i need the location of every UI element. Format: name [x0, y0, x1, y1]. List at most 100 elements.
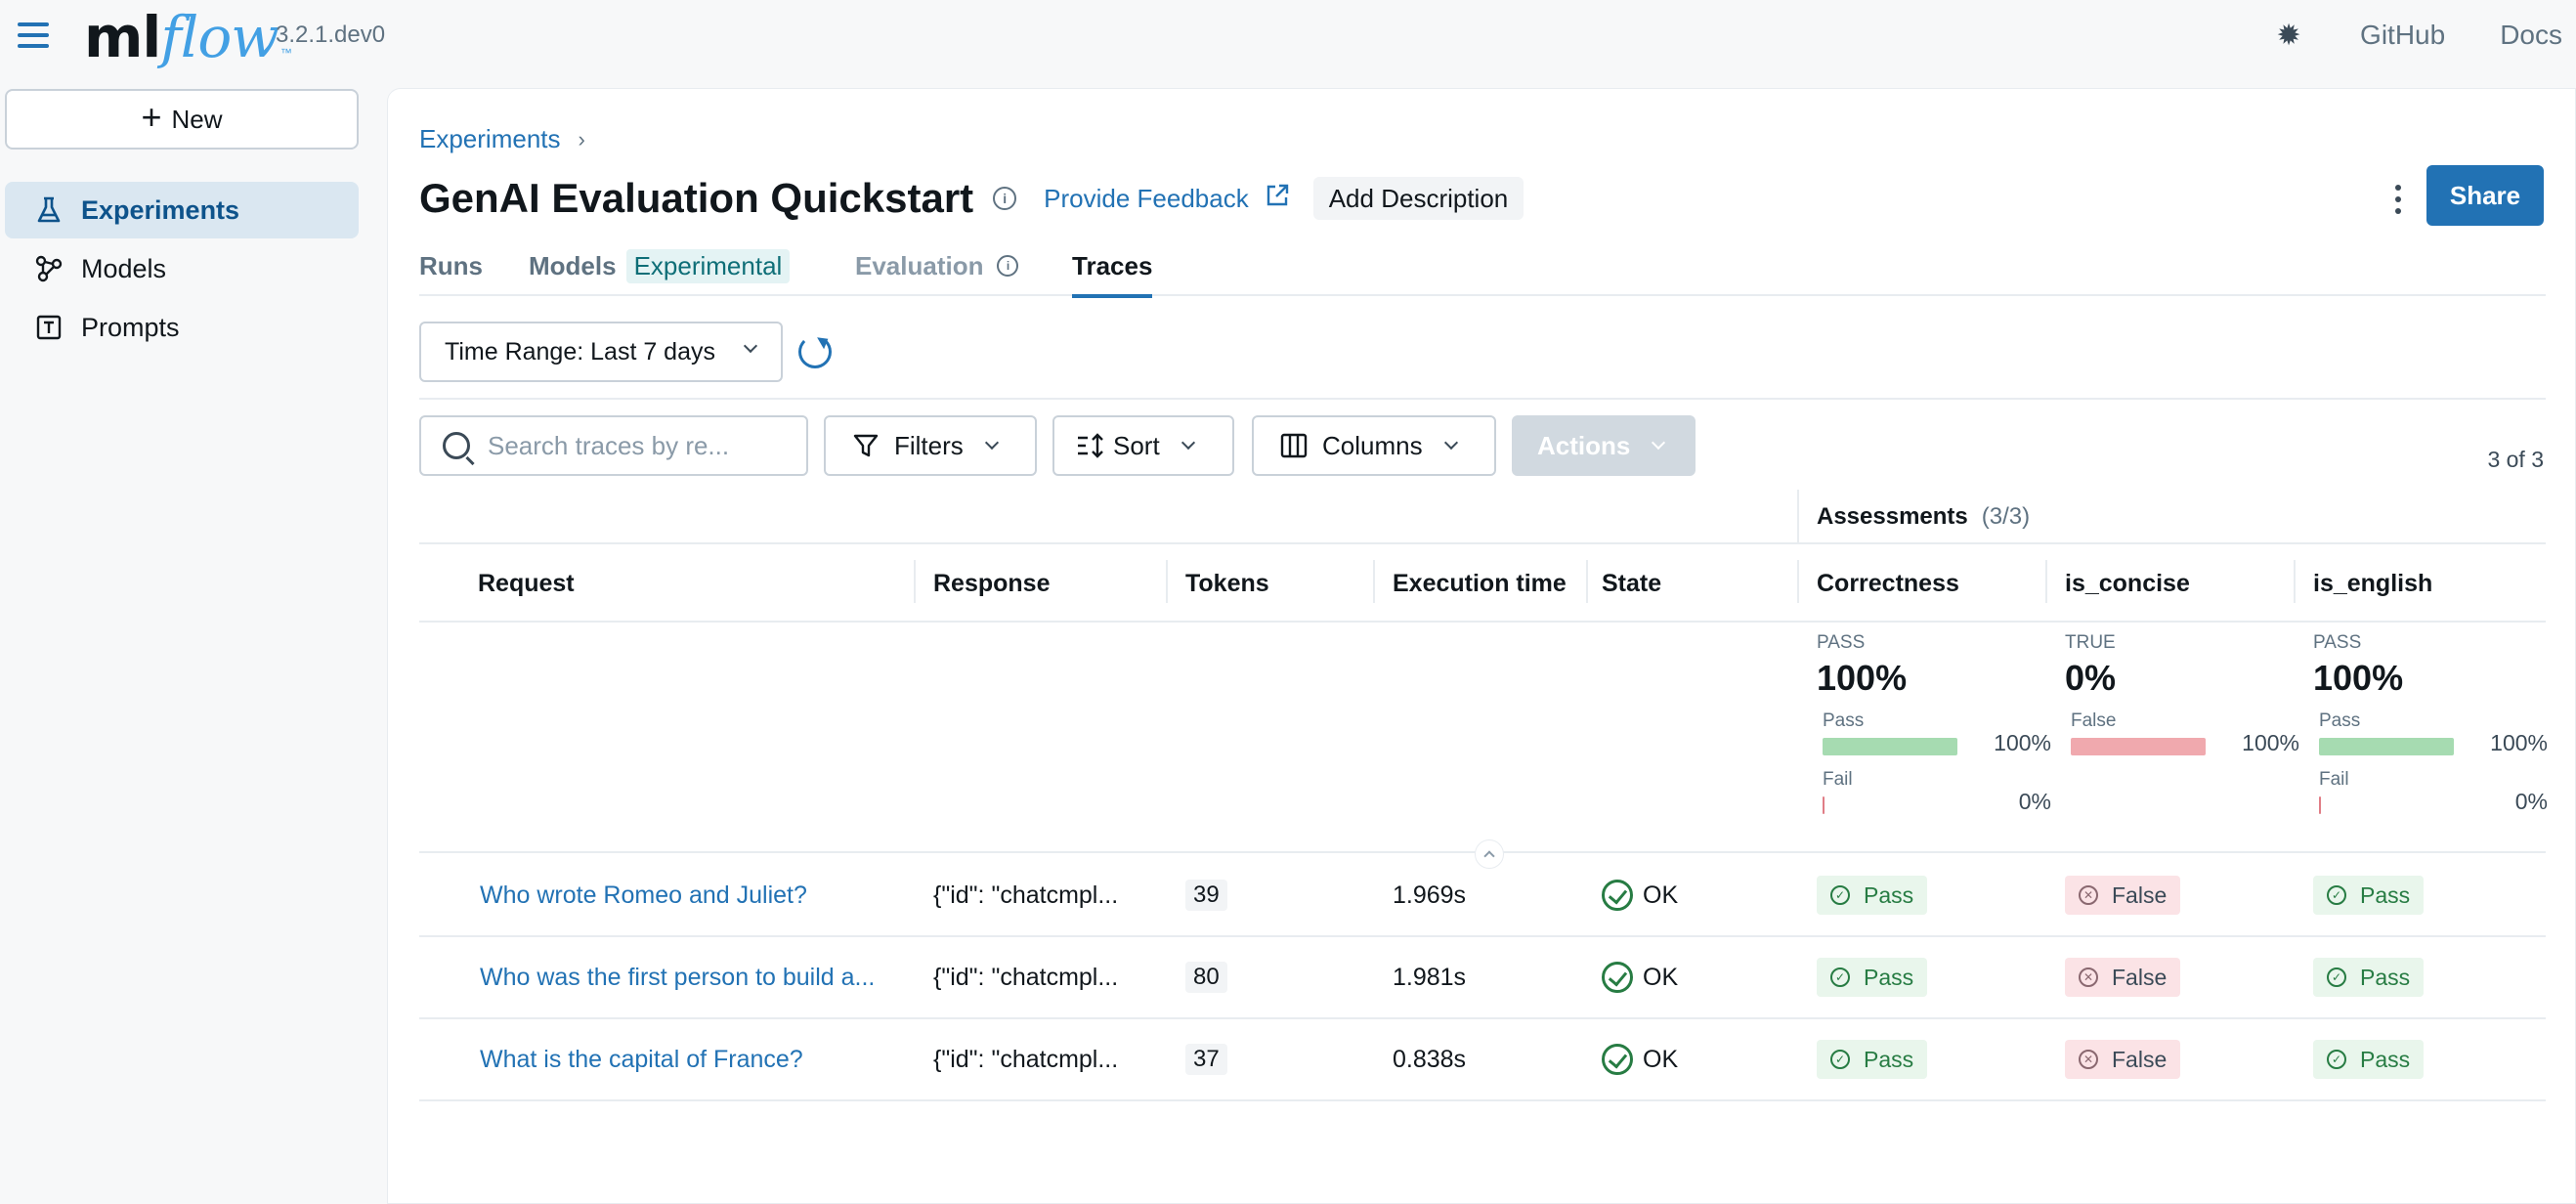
header-execution-time[interactable]: Execution time: [1393, 570, 1567, 597]
assessment-pass-tag[interactable]: ✓ Pass: [1817, 1040, 1928, 1079]
chevron-down-icon: [984, 435, 999, 451]
column-headers: Request Response Tokens Execution time S…: [419, 544, 2546, 623]
request-link[interactable]: Who was the first person to build a...: [480, 963, 876, 991]
header-tokens[interactable]: Tokens: [1185, 570, 1269, 597]
breadcrumb-experiments[interactable]: Experiments: [419, 124, 561, 153]
more-options-icon[interactable]: [2393, 185, 2403, 214]
tokens-cell: 39: [1185, 855, 1227, 935]
chevron-down-icon: [1652, 435, 1666, 451]
search-input[interactable]: Search traces by re...: [419, 415, 808, 476]
search-placeholder: Search traces by re...: [488, 430, 730, 460]
table-row[interactable]: What is the capital of France? {"id": "c…: [419, 1019, 2546, 1101]
filter-icon: [851, 431, 880, 460]
state-cell: OK: [1602, 1019, 1678, 1099]
header-request[interactable]: Request: [478, 570, 575, 597]
bar-fill: [2319, 796, 2321, 814]
summary-bar: Fail 0%: [1823, 769, 2051, 814]
assessment-pass-tag[interactable]: ✓ Pass: [1817, 958, 1928, 997]
info-icon[interactable]: i: [993, 187, 1017, 210]
request-link[interactable]: What is the capital of France?: [480, 1045, 803, 1073]
external-link-icon: [1265, 183, 1290, 215]
check-circle-icon: [1602, 880, 1633, 911]
assessment-pass-tag[interactable]: ✓ Pass: [2313, 1040, 2425, 1079]
sidebar-item-label: Prompts: [81, 312, 180, 342]
summary-is-english: PASS 100% Pass 100% Fail 0%: [2313, 632, 2548, 822]
assessment-false-tag[interactable]: ✕ False: [2065, 1040, 2181, 1079]
actions-button[interactable]: Actions: [1512, 415, 1696, 476]
refresh-icon[interactable]: [798, 335, 832, 368]
table-row[interactable]: Who was the first person to build a... {…: [419, 937, 2546, 1019]
check-circle-icon: ✓: [2327, 968, 2346, 987]
mlflow-logo[interactable]: ml flow ™: [84, 4, 292, 70]
header-is-english[interactable]: is_english: [2313, 570, 2433, 597]
github-link[interactable]: GitHub: [2360, 20, 2446, 50]
collapse-summary-button[interactable]: [1475, 839, 1504, 869]
sort-button[interactable]: Sort: [1052, 415, 1234, 476]
assessment-pass-tag[interactable]: ✓ Pass: [2313, 958, 2425, 997]
share-button[interactable]: Share: [2426, 165, 2544, 226]
header-correctness[interactable]: Correctness: [1817, 570, 1959, 597]
info-icon: i: [997, 255, 1019, 277]
tab-evaluation[interactable]: Evaluation i: [855, 251, 1019, 296]
tokens-cell: 80: [1185, 937, 1227, 1017]
assessment-pass-tag[interactable]: ✓ Pass: [1817, 876, 1928, 915]
main-panel: Experiments › GenAI Evaluation Quickstar…: [387, 88, 2576, 1204]
gear-icon[interactable]: ✹: [2276, 19, 2301, 52]
x-circle-icon: ✕: [2079, 968, 2098, 987]
provide-feedback-link[interactable]: Provide Feedback: [1044, 183, 1290, 215]
response-cell: {"id": "chatcmpl...: [933, 963, 1119, 991]
plus-icon: +: [141, 97, 162, 137]
execution-time-cell: 0.838s: [1393, 1045, 1467, 1073]
breadcrumb: Experiments ›: [419, 124, 585, 154]
docs-link[interactable]: Docs: [2500, 20, 2562, 50]
check-circle-icon: ✓: [1830, 1050, 1850, 1069]
header-state[interactable]: State: [1602, 570, 1662, 597]
chevron-down-icon: [1181, 435, 1195, 451]
columns-button[interactable]: Columns: [1252, 415, 1496, 476]
time-range-select[interactable]: Time Range: Last 7 days: [419, 322, 783, 382]
check-circle-icon: [1602, 1044, 1633, 1075]
summary-bar: Pass 100%: [2319, 710, 2548, 755]
header-response[interactable]: Response: [933, 570, 1051, 597]
summary-bar: Pass 100%: [1823, 710, 2051, 755]
assessments-count: (3/3): [1981, 503, 2031, 530]
divider: [419, 398, 2546, 400]
assessment-pass-tag[interactable]: ✓ Pass: [2313, 876, 2425, 915]
request-link[interactable]: Who wrote Romeo and Juliet?: [480, 881, 807, 909]
page-title: GenAI Evaluation Quickstart: [419, 175, 974, 221]
tab-traces[interactable]: Traces: [1072, 251, 1153, 298]
time-range-label: Time Range: Last 7 days: [445, 337, 715, 366]
sidebar-item-label: Experiments: [81, 194, 240, 225]
table-row[interactable]: Who wrote Romeo and Juliet? {"id": "chat…: [419, 855, 2546, 937]
assessment-false-tag[interactable]: ✕ False: [2065, 958, 2181, 997]
models-icon: [34, 254, 64, 283]
summary-is-concise: TRUE 0% False 100%: [2065, 632, 2299, 763]
header-is-concise[interactable]: is_concise: [2065, 570, 2190, 597]
sort-icon: [1076, 431, 1105, 460]
bar-fill: [2319, 738, 2454, 755]
execution-time-cell: 1.969s: [1393, 881, 1467, 909]
assessments-header: Assessments (3/3): [419, 490, 2546, 544]
bar-fill: [2071, 738, 2206, 755]
filters-button[interactable]: Filters: [824, 415, 1037, 476]
beaker-icon: [34, 195, 64, 225]
sidebar-item-prompts[interactable]: Prompts: [5, 299, 359, 356]
sidebar: + New Experiments Models Prompts: [0, 70, 387, 1204]
add-description-button[interactable]: Add Description: [1312, 177, 1524, 220]
new-button[interactable]: + New: [5, 89, 359, 150]
experimental-badge: Experimental: [625, 249, 791, 283]
tabs: Runs Models Experimental Evaluation i Tr…: [419, 249, 2546, 298]
sidebar-item-experiments[interactable]: Experiments: [5, 182, 359, 238]
sidebar-item-models[interactable]: Models: [5, 240, 359, 297]
result-count: 3 of 3: [2487, 447, 2544, 472]
prompt-icon: [34, 313, 64, 342]
tab-runs[interactable]: Runs: [419, 251, 483, 280]
sidebar-item-label: Models: [81, 253, 167, 283]
bar-fill: [1823, 796, 1825, 814]
menu-icon[interactable]: [18, 20, 49, 51]
response-cell: {"id": "chatcmpl...: [933, 1045, 1119, 1073]
check-circle-icon: [1602, 962, 1633, 993]
tab-models[interactable]: Models Experimental: [529, 249, 791, 296]
assessment-false-tag[interactable]: ✕ False: [2065, 876, 2181, 915]
execution-time-cell: 1.981s: [1393, 963, 1467, 991]
